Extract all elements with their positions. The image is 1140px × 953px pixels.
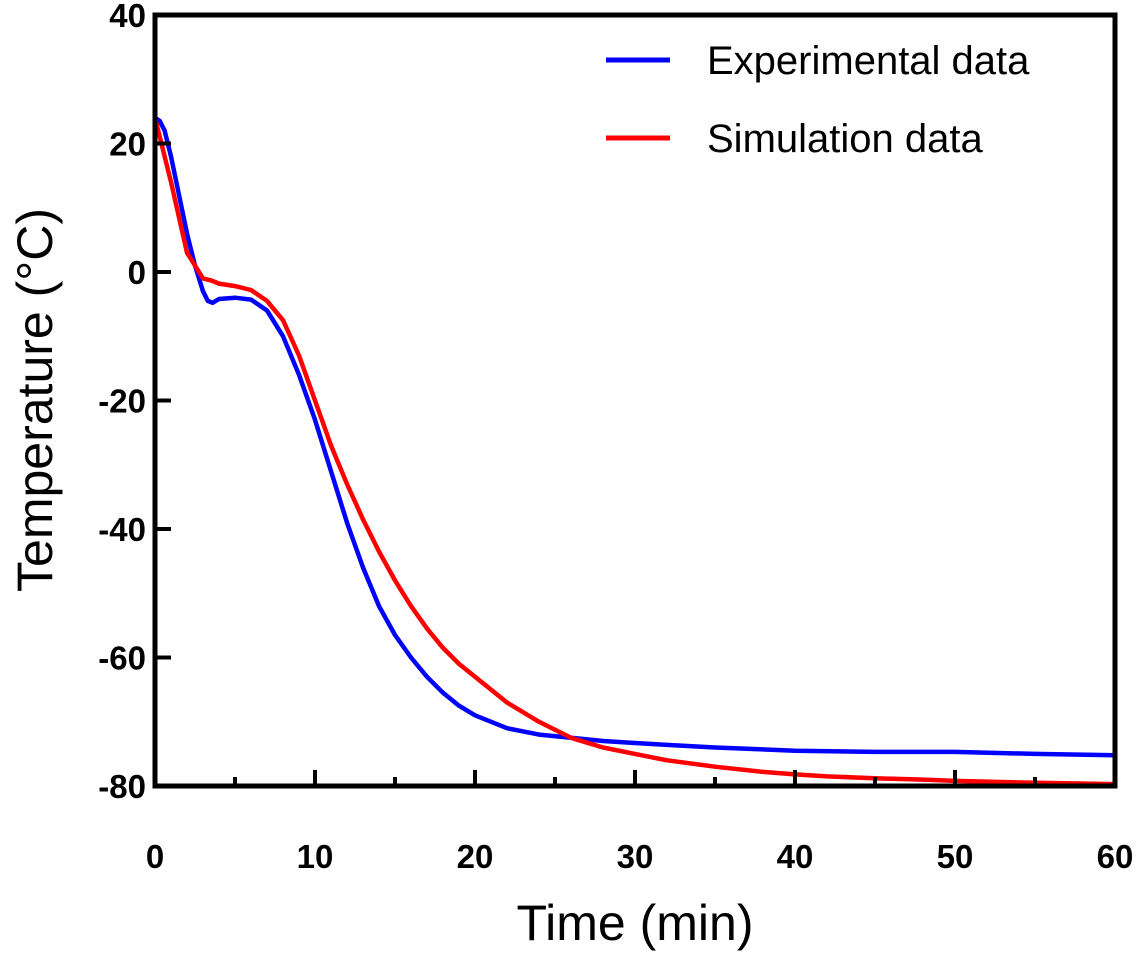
x-tick-label: 60 <box>1097 838 1134 875</box>
series-line-experimental <box>152 115 1118 758</box>
x-tick-label: 0 <box>146 838 164 875</box>
tick-labels-layer: 0 10 20 30 40 50 60 40 20 0 -20 -40 -60 -80 <box>98 0 1133 875</box>
ticks-layer <box>153 13 1117 788</box>
y-tick-label: -80 <box>98 768 146 805</box>
legend-label-simulation: Simulation data <box>707 117 983 161</box>
x-tick-label: 30 <box>617 838 654 875</box>
legend: Experimental data Simulation data <box>606 39 1030 161</box>
y-tick-label: -40 <box>98 511 146 548</box>
y-axis-title: Temperature (°C) <box>7 208 63 592</box>
x-tick-label: 10 <box>297 838 334 875</box>
x-tick-label: 50 <box>937 838 974 875</box>
x-tick-label: 40 <box>777 838 814 875</box>
y-tick-label: 20 <box>109 126 146 163</box>
x-tick-label: 20 <box>457 838 494 875</box>
legend-label-experimental: Experimental data <box>707 39 1030 83</box>
y-tick-label: -20 <box>98 383 146 420</box>
series-line-simulation <box>152 115 1118 787</box>
y-tick-label: 0 <box>128 254 146 291</box>
x-axis-title: Time (min) <box>516 895 753 951</box>
series-layer <box>152 115 1118 787</box>
y-tick-label: -60 <box>98 640 146 677</box>
y-tick-label: 40 <box>109 0 146 34</box>
